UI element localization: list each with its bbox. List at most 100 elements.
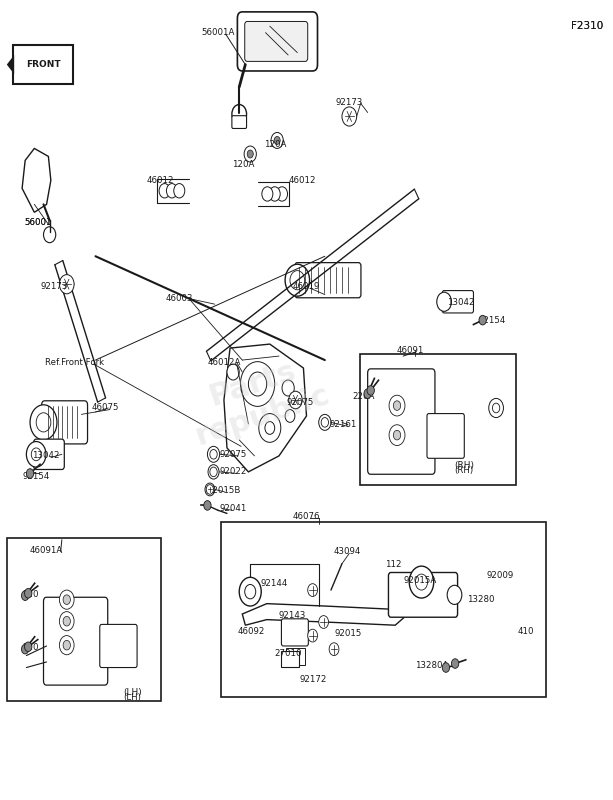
Text: 220: 220 [22,590,39,598]
Circle shape [63,595,70,605]
Text: 92015B: 92015B [207,486,241,494]
Text: 92172: 92172 [299,675,327,684]
Polygon shape [7,55,14,74]
FancyBboxPatch shape [13,46,74,84]
Circle shape [167,183,177,198]
Text: 46012A: 46012A [207,358,241,367]
Circle shape [394,401,401,410]
FancyBboxPatch shape [427,414,464,458]
Text: 13042: 13042 [447,298,474,307]
FancyBboxPatch shape [389,573,457,618]
Circle shape [285,410,295,422]
Text: 13280: 13280 [466,595,494,604]
Text: (RH): (RH) [455,466,474,474]
Circle shape [329,642,339,655]
Circle shape [208,465,219,479]
FancyBboxPatch shape [281,619,308,646]
Circle shape [265,422,275,434]
Text: (LH): (LH) [123,694,141,702]
Text: 220A: 220A [352,392,375,402]
Circle shape [204,501,211,510]
Text: 92022: 92022 [219,467,247,476]
Circle shape [207,446,219,462]
Circle shape [173,183,185,198]
Text: 46003: 46003 [166,294,193,303]
Circle shape [59,635,74,654]
Polygon shape [22,149,51,212]
Text: 92173: 92173 [336,98,364,107]
Text: (RH): (RH) [454,462,474,470]
Circle shape [364,389,371,398]
Text: 92015: 92015 [334,630,362,638]
Text: (LH): (LH) [123,688,142,697]
Text: 43094: 43094 [334,547,362,556]
Text: 92015A: 92015A [403,576,436,585]
FancyBboxPatch shape [442,290,473,313]
Circle shape [409,566,434,598]
Circle shape [25,642,32,651]
Text: 120A: 120A [264,140,286,149]
Circle shape [282,380,294,396]
FancyBboxPatch shape [295,262,361,298]
Circle shape [59,590,74,610]
Text: 92075: 92075 [287,398,314,407]
Circle shape [21,644,29,654]
Circle shape [342,107,357,126]
Circle shape [63,640,70,650]
Circle shape [389,395,405,416]
Text: 46091: 46091 [397,346,424,355]
Circle shape [308,630,318,642]
Circle shape [248,372,267,396]
Text: Ref.Front Fork: Ref.Front Fork [45,358,104,367]
Circle shape [289,391,302,409]
Text: 92144: 92144 [261,579,288,588]
Circle shape [416,574,428,590]
Polygon shape [242,604,405,626]
Text: 92154: 92154 [479,316,506,325]
Circle shape [479,315,486,325]
Text: 112: 112 [385,560,402,569]
Text: 92154: 92154 [22,472,50,481]
Circle shape [206,485,213,494]
Circle shape [207,486,213,494]
Circle shape [159,183,170,198]
Text: F2310: F2310 [571,21,603,30]
Circle shape [276,186,287,201]
Text: 92075: 92075 [219,450,247,459]
Text: 13042: 13042 [32,451,60,461]
Circle shape [245,585,256,599]
Circle shape [262,186,273,201]
Circle shape [451,658,459,668]
FancyBboxPatch shape [237,12,318,71]
Circle shape [30,405,57,440]
Circle shape [489,398,503,418]
Circle shape [394,430,401,440]
Circle shape [232,105,246,124]
Circle shape [240,362,275,406]
Text: 92041: 92041 [219,504,247,513]
FancyBboxPatch shape [368,369,435,474]
Text: 220: 220 [22,643,39,652]
FancyBboxPatch shape [221,522,546,697]
Circle shape [319,414,331,430]
Circle shape [492,403,500,413]
FancyBboxPatch shape [34,439,64,470]
Circle shape [285,264,310,296]
Circle shape [21,591,29,601]
Circle shape [36,413,51,432]
Circle shape [389,425,405,446]
Circle shape [26,469,34,478]
Text: 27010: 27010 [275,650,302,658]
Circle shape [63,617,70,626]
Circle shape [442,662,449,672]
Text: 46012: 46012 [288,176,316,185]
Circle shape [205,483,215,496]
Circle shape [239,578,261,606]
FancyBboxPatch shape [42,401,88,444]
Circle shape [25,589,32,598]
Circle shape [447,586,462,605]
FancyBboxPatch shape [286,647,305,665]
Text: 46019: 46019 [293,282,321,291]
FancyBboxPatch shape [7,538,161,701]
FancyBboxPatch shape [44,598,108,685]
